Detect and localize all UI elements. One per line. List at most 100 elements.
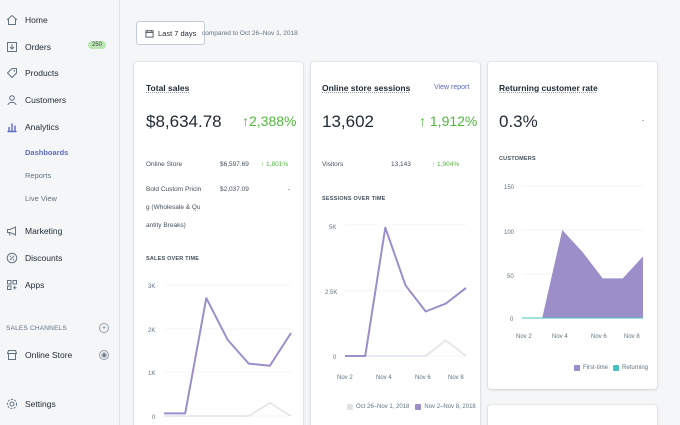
- visitors-delta: ↑ 1,904%: [432, 161, 460, 168]
- returning-title[interactable]: Returning customer rate: [499, 83, 598, 93]
- sessions-x-tick-nov2: Nov 2: [337, 375, 353, 381]
- sessions-series-line-0: [345, 226, 467, 357]
- orders-icon: [6, 41, 18, 53]
- person-icon: [6, 94, 18, 106]
- sessions-over-time-label: SESSIONS OVER TIME: [322, 196, 386, 202]
- sessions-x-tick-nov6: Nov 6: [415, 375, 431, 381]
- bold-pricing-row-value: $2,037.09: [220, 186, 249, 193]
- visitors-label: Visitors: [322, 161, 344, 168]
- sales-y-tick-2k: 2K: [148, 328, 155, 334]
- view-report-link[interactable]: View report: [434, 84, 470, 91]
- legend-prev-label: Oct 26–Nov 1, 2018: [356, 404, 410, 410]
- compared-text: compared to Oct 26–Nov 1, 2018: [202, 30, 298, 37]
- cust-x-tick-nov6: Nov 6: [591, 334, 607, 340]
- sessions-title[interactable]: Online store sessions: [322, 83, 411, 93]
- nav-settings[interactable]: Settings: [6, 395, 114, 413]
- sessions-y-tick-2-5k: 2.5K: [325, 290, 337, 296]
- customers-chart: 150 100 50 0 Nov 2 Nov 4 Nov 6 Nov 8: [504, 185, 643, 340]
- nav-orders[interactable]: Orders 250: [6, 38, 114, 56]
- sessions-value: 13,602: [322, 112, 374, 131]
- customers-legend: First-time Returning: [574, 365, 648, 371]
- total-sales-title[interactable]: Total sales: [146, 83, 190, 93]
- nav-analytics-label: Analytics: [25, 122, 60, 132]
- bar-chart-icon: [6, 121, 18, 133]
- nav-apps-label: Apps: [25, 280, 45, 290]
- date-range-label: Last 7 days: [158, 28, 197, 38]
- apps-icon: [6, 279, 18, 291]
- nav-customers-label: Customers: [25, 95, 67, 105]
- nav-discounts[interactable]: Discounts: [6, 249, 114, 267]
- nav-orders-label: Orders: [25, 42, 51, 52]
- customers-first-time-area: [522, 230, 643, 318]
- nav-marketing-label: Marketing: [25, 226, 63, 236]
- nav-online-store-label: Online Store: [25, 350, 73, 360]
- cust-x-tick-nov8: Nov 8: [624, 334, 640, 340]
- sales-series-line-1: [164, 402, 292, 417]
- sidebar: Home Orders 250 Products Customers Analy…: [0, 0, 120, 425]
- nav-analytics[interactable]: Analytics: [6, 118, 114, 136]
- legend-prev-swatch: [347, 404, 353, 410]
- cust-y-tick-0: 0: [510, 317, 514, 323]
- sales-y-tick-1k: 1K: [148, 371, 155, 377]
- nav-marketing[interactable]: Marketing: [6, 222, 114, 240]
- discount-icon: [6, 252, 18, 264]
- nav-online-store[interactable]: Online Store: [6, 346, 114, 364]
- online-store-row-label: Online Store: [146, 161, 183, 168]
- cust-y-tick-150: 150: [504, 185, 515, 191]
- next-card: [488, 405, 657, 425]
- home-icon: [6, 14, 18, 26]
- sales-y-tick-0: 0: [152, 415, 156, 420]
- nav-apps[interactable]: Apps: [6, 276, 114, 294]
- bold-pricing-row-label-2: g (Wholesale & Qu: [146, 204, 201, 211]
- nav-products[interactable]: Products: [6, 64, 114, 82]
- total-sales-value: $8,634.78: [146, 112, 222, 131]
- legend-returning-label: Returning: [622, 365, 649, 371]
- legend-returning-swatch: [613, 365, 619, 371]
- nav-products-label: Products: [25, 68, 59, 78]
- sales-channels-label: SALES CHANNELS: [6, 325, 67, 332]
- sales-y-tick-3k: 3K: [148, 284, 155, 290]
- legend-first-time-swatch: [574, 365, 580, 371]
- bold-pricing-row-delta: -: [288, 186, 291, 193]
- sessions-legend: Oct 26–Nov 1, 2018 Nov 2–Nov 8, 2018: [347, 404, 476, 410]
- online-store-row-value: $6,597.69: [220, 161, 249, 168]
- megaphone-icon: [6, 225, 18, 237]
- sessions-x-tick-nov8: Nov 8: [448, 375, 464, 381]
- sessions-over-time-chart: 5K 2.5K 0 Nov 2 Nov 4 Nov 6 Nov 8: [325, 224, 467, 381]
- legend-first-time-label: First-time: [583, 365, 608, 371]
- sessions-series-line-1: [345, 339, 467, 357]
- bold-pricing-row-label-3: antity Breaks): [146, 222, 186, 229]
- returning-delta: -: [642, 117, 645, 124]
- cust-y-tick-100: 100: [504, 230, 515, 236]
- orders-badge: 250: [87, 41, 106, 49]
- nav-discounts-label: Discounts: [25, 253, 63, 263]
- online-store-row-delta: ↑ 1,801%: [261, 161, 289, 168]
- nav-live-view[interactable]: Live View: [25, 194, 57, 203]
- visitors-value: 13,143: [391, 161, 411, 168]
- customers-label: CUSTOMERS: [499, 156, 536, 162]
- returning-value: 0.3%: [499, 112, 538, 131]
- nav-customers[interactable]: Customers: [6, 91, 114, 109]
- calendar-icon: [145, 29, 154, 38]
- nav-dashboards[interactable]: Dashboards: [25, 148, 69, 157]
- tag-icon: [6, 67, 18, 79]
- date-range-button[interactable]: Last 7 days: [136, 21, 206, 45]
- sessions-y-tick-5k: 5K: [329, 225, 336, 231]
- nav-home[interactable]: Home: [6, 11, 114, 29]
- sessions-delta: ↑ 1,912%: [419, 113, 478, 129]
- sales-series-line-0: [164, 297, 292, 415]
- cust-x-tick-nov4: Nov 4: [552, 334, 568, 340]
- cust-y-tick-50: 50: [507, 274, 514, 280]
- legend-curr-swatch: [415, 404, 422, 410]
- total-sales-delta: ↑2,388%: [242, 113, 297, 129]
- returning-rate-card: Returning customer rate 0.3% - CUSTOMERS…: [488, 62, 657, 389]
- bold-pricing-row-label-1: Bold Custom Pricin: [146, 186, 202, 193]
- online-store-view-icon[interactable]: ◉: [99, 350, 109, 360]
- add-channel-icon[interactable]: +: [99, 323, 109, 333]
- gear-icon: [6, 398, 18, 410]
- sales-over-time-chart: 3K 2K 1K 0: [148, 284, 292, 420]
- nav-settings-label: Settings: [25, 399, 56, 409]
- nav-reports[interactable]: Reports: [25, 171, 52, 180]
- sessions-x-tick-nov4: Nov 4: [376, 375, 392, 381]
- nav-home-label: Home: [25, 15, 48, 25]
